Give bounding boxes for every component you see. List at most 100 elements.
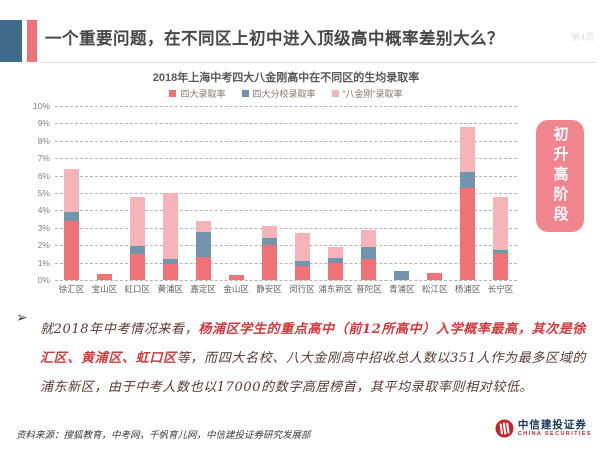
y-tick-label: 9% bbox=[37, 118, 50, 129]
bar-segment bbox=[295, 233, 310, 261]
y-axis-labels: 0% 1% 2% 3% 4% 5% 6% 7% 8% 9% 10% bbox=[20, 101, 50, 285]
bar-青浦区 bbox=[385, 106, 418, 280]
bar-segment bbox=[394, 271, 409, 280]
bar-segment bbox=[229, 274, 244, 280]
bar-segment bbox=[493, 196, 508, 250]
bullet-arrow-icon: ➢ bbox=[16, 309, 28, 325]
source-note: 资料来源：搜狐教育，中考网，千帆育儿网，中信建投证券研究发展部 bbox=[16, 430, 311, 441]
bar-segment bbox=[64, 220, 79, 280]
logo-icon bbox=[495, 419, 514, 438]
x-tick-label: 杨浦区 bbox=[454, 284, 481, 294]
bar-segment bbox=[130, 196, 145, 247]
bar-杨浦区 bbox=[451, 106, 484, 280]
bar-segment bbox=[361, 246, 376, 260]
y-tick-label: 3% bbox=[37, 222, 50, 233]
bar-松江区 bbox=[418, 106, 451, 280]
x-tick-label: 青浦区 bbox=[389, 284, 415, 294]
gridline bbox=[55, 280, 517, 281]
gridline bbox=[55, 210, 517, 212]
stage-badge: 初升高阶段 bbox=[536, 120, 584, 232]
legend-swatch bbox=[241, 90, 249, 97]
x-tick-label: 宝山区 bbox=[91, 284, 118, 294]
gridline bbox=[55, 262, 517, 264]
x-tick-label: 浦东新区 bbox=[318, 284, 353, 294]
bar-segment bbox=[196, 256, 211, 280]
bar-徐汇区 bbox=[55, 106, 88, 280]
x-tick-label: 闵行区 bbox=[289, 284, 315, 294]
bar-浦东新区 bbox=[319, 106, 352, 280]
y-tick-label: 2% bbox=[37, 240, 50, 251]
legend-label: 四大分校录取率 bbox=[252, 89, 316, 99]
y-tick-label: 10% bbox=[32, 101, 50, 111]
x-tick-label: 静安区 bbox=[256, 284, 282, 294]
bar-长宁区 bbox=[484, 106, 517, 280]
bar-segment bbox=[427, 273, 442, 280]
bars bbox=[55, 106, 517, 280]
x-tick-label: 普陀区 bbox=[356, 284, 382, 294]
bar-segment bbox=[262, 238, 277, 246]
gridline bbox=[55, 106, 517, 107]
bar-宝山区 bbox=[88, 106, 121, 280]
y-tick-label: 1% bbox=[37, 257, 50, 268]
bar-虹口区 bbox=[121, 106, 154, 280]
title-accent-blue-block bbox=[0, 20, 22, 62]
x-tick-label: 嘉定区 bbox=[190, 284, 216, 294]
bar-segment bbox=[295, 266, 310, 280]
logo-name-en: CHINA SECURITIES bbox=[517, 431, 592, 438]
bar-segment bbox=[130, 253, 145, 280]
bar-segment bbox=[460, 126, 475, 173]
y-tick-label: 5% bbox=[37, 188, 50, 198]
y-tick-label: 7% bbox=[37, 153, 50, 164]
commentary-part2: 等，而四大名校、八大金刚高中招收总人数以351人作为最多区域的浦东新区，由于中考… bbox=[40, 351, 586, 395]
commentary-paragraph: 就2018年中考情况来看，杨浦区学生的重点高中（前12所高中）入学概率最高，其次… bbox=[40, 315, 586, 402]
y-tick-label: 4% bbox=[37, 205, 50, 216]
legend-item: 四大录取率 bbox=[169, 87, 226, 100]
bar-segment bbox=[130, 246, 145, 254]
bar-segment bbox=[262, 226, 277, 239]
bar-segment bbox=[493, 249, 508, 254]
bar-嘉定区 bbox=[187, 106, 220, 280]
bar-segment bbox=[97, 273, 112, 280]
page-number: 第4页 bbox=[570, 32, 594, 42]
y-tick-label: 6% bbox=[37, 170, 50, 181]
title-underline bbox=[40, 62, 596, 63]
logo-name-cn: 中信建投证券 bbox=[517, 418, 587, 431]
gridline bbox=[55, 175, 517, 177]
bar-segment bbox=[328, 258, 343, 264]
title-accent-red-bar bbox=[27, 20, 37, 62]
bar-segment bbox=[328, 263, 343, 280]
legend-item: “八金刚”录取率 bbox=[331, 87, 403, 100]
gridline bbox=[55, 245, 517, 247]
bar-静安区 bbox=[253, 106, 286, 280]
legend-item: 四大分校录取率 bbox=[241, 87, 316, 100]
bar-segment bbox=[493, 253, 508, 280]
bar-segment bbox=[460, 172, 475, 188]
bar-segment bbox=[460, 187, 475, 280]
gridline bbox=[55, 140, 517, 142]
x-tick-label: 徐汇区 bbox=[58, 284, 85, 294]
x-tick-label: 长宁区 bbox=[487, 284, 514, 294]
gridline bbox=[55, 227, 517, 229]
bar-segment bbox=[64, 168, 79, 213]
bar-segment bbox=[295, 260, 310, 267]
chart-title: 2018年上海中考四大八金刚高中在不同区的生均录取率 bbox=[152, 72, 420, 84]
x-tick-label: 黄浦区 bbox=[157, 284, 183, 294]
commentary-highlight: 杨浦区学生的重点高中（前12所高中）入学概率最高，其次是徐汇区、黄浦区、虹口区 bbox=[40, 322, 586, 366]
x-axis-labels: 徐汇区 宝山区 虹口区 黄浦区 嘉定区 金山区 静安区 闵行区 浦东新区 普陀区 青浦区 松江区 杨浦区… bbox=[55, 283, 517, 295]
bar-segment bbox=[262, 245, 277, 280]
bar-普陀区 bbox=[352, 106, 385, 280]
bar-segment bbox=[328, 246, 343, 259]
page-title: 一个重要问题，在不同区上初中进入顶级高中概率差别大么？ bbox=[45, 30, 504, 48]
x-tick-label: 金山区 bbox=[223, 284, 249, 294]
company-logo: 中信建投证券 CHINA SECURITIES bbox=[495, 419, 592, 438]
bar-segment bbox=[196, 232, 211, 257]
bar-金山区 bbox=[220, 106, 253, 280]
y-tick-label: 8% bbox=[37, 135, 50, 146]
gridline bbox=[55, 158, 517, 160]
logo-text: 中信建投证券 CHINA SECURITIES bbox=[517, 418, 592, 438]
x-tick-label: 虹口区 bbox=[124, 284, 151, 294]
chart-legend: 四大录取率 四大分校录取率 “八金刚”录取率 bbox=[55, 87, 517, 100]
y-tick-label: 0% bbox=[37, 275, 50, 285]
bar-segment bbox=[196, 220, 211, 233]
